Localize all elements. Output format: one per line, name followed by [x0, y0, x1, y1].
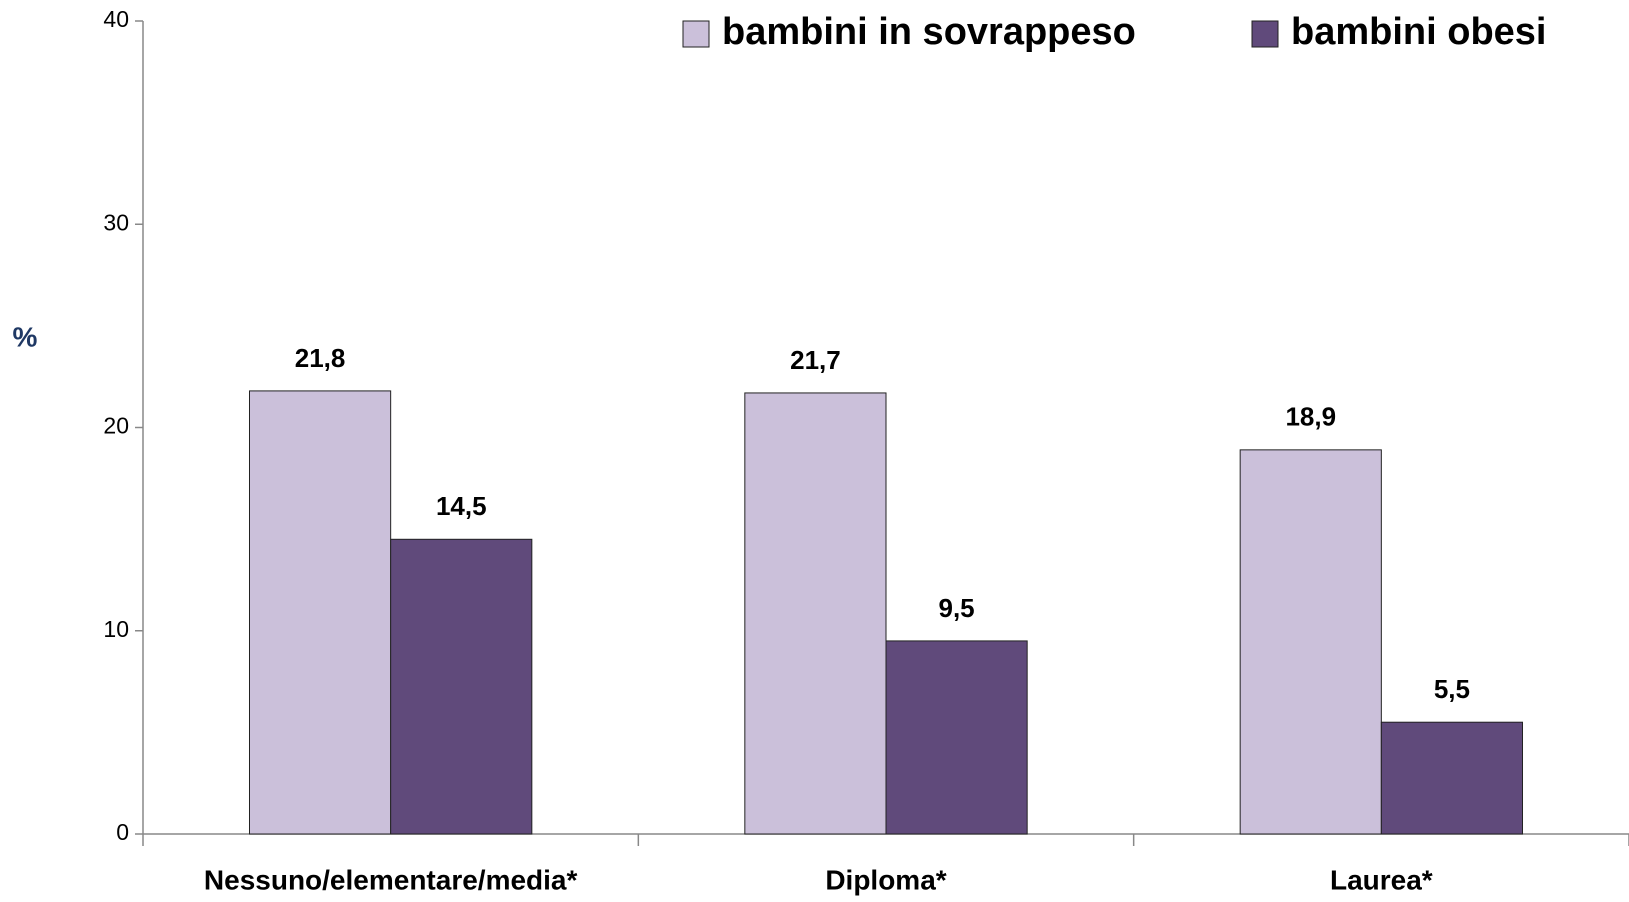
bar — [1380, 721, 1524, 835]
bar — [744, 392, 887, 835]
value-label: 14,5 — [436, 491, 487, 521]
y-tick-label: 0 — [116, 819, 129, 845]
legend-swatch — [682, 20, 710, 48]
bar — [885, 640, 1028, 835]
value-label: 9,5 — [939, 593, 975, 623]
x-tick-label: Nessuno/elementare/media* — [204, 864, 578, 895]
legend-swatch — [1251, 20, 1279, 48]
y-tick-label: 20 — [103, 413, 129, 439]
y-tick-label: 40 — [103, 6, 129, 32]
bar — [1239, 449, 1382, 835]
legend-label: bambini in sovrappeso — [722, 11, 1136, 53]
x-tick-label: Diploma* — [825, 864, 946, 895]
x-tick-label: Laurea* — [1330, 864, 1433, 895]
value-label: 21,8 — [295, 343, 346, 373]
value-label: 5,5 — [1434, 674, 1470, 704]
y-axis-label: % — [13, 321, 38, 352]
value-label: 18,9 — [1285, 402, 1336, 432]
y-tick-label: 10 — [103, 616, 129, 642]
y-tick-label: 30 — [103, 209, 129, 235]
bar — [390, 538, 533, 835]
legend-label: bambini obesi — [1291, 11, 1546, 53]
value-label: 21,7 — [790, 345, 841, 375]
bar — [248, 390, 392, 835]
